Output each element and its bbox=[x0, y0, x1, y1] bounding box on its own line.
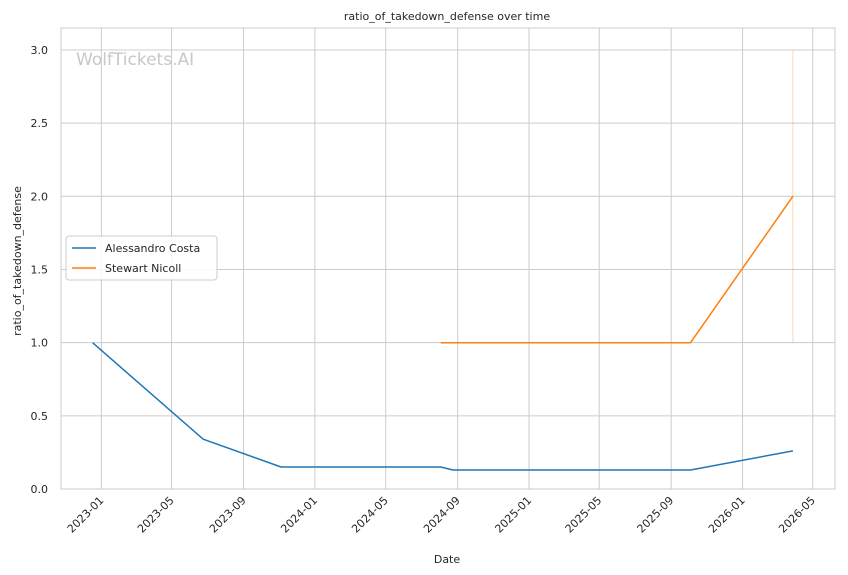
x-tick-label: 2023-01 bbox=[65, 494, 107, 536]
legend-label: Alessandro Costa bbox=[105, 242, 200, 255]
x-tick-label: 2023-09 bbox=[207, 494, 249, 536]
series-point bbox=[792, 450, 794, 452]
y-tick-labels: 0.0 0.5 1.0 1.5 2.0 2.5 3.0 bbox=[31, 44, 49, 496]
x-tick-label: 2024-09 bbox=[421, 494, 463, 536]
series-point bbox=[792, 195, 794, 197]
x-tick-label: 2023-05 bbox=[135, 494, 177, 536]
x-tick-label: 2026-05 bbox=[776, 494, 818, 536]
legend-label: Stewart Nicoll bbox=[105, 262, 181, 275]
x-tick-label: 2024-01 bbox=[278, 494, 320, 536]
series-point bbox=[452, 469, 454, 471]
y-tick-label: 2.5 bbox=[31, 117, 49, 130]
series-point bbox=[689, 469, 691, 471]
y-tick-label: 1.5 bbox=[31, 263, 49, 276]
x-tick-label: 2024-05 bbox=[349, 494, 391, 536]
series-point bbox=[92, 342, 94, 344]
y-tick-label: 3.0 bbox=[31, 44, 49, 57]
plot-area bbox=[60, 27, 836, 490]
x-tick-label: 2026-01 bbox=[706, 494, 748, 536]
series-line-2 bbox=[440, 195, 794, 344]
y-tick-label: 2.0 bbox=[31, 190, 49, 203]
series-point bbox=[689, 342, 691, 344]
y-axis-title: ratio_of_takedown_defense bbox=[11, 186, 24, 336]
legend: Alessandro Costa Stewart Nicoll bbox=[65, 235, 218, 281]
y-tick-label: 0.0 bbox=[31, 483, 49, 496]
y-tick-label: 1.0 bbox=[31, 337, 49, 350]
y-tick-label: 0.5 bbox=[31, 410, 49, 423]
legend-box bbox=[65, 235, 218, 281]
watermark: WolfTickets.AI bbox=[76, 50, 194, 70]
x-tick-label: 2025-01 bbox=[492, 494, 534, 536]
x-tick-label: 2025-05 bbox=[563, 494, 605, 536]
chart-title: ratio_of_takedown_defense over time bbox=[344, 10, 550, 23]
series-point bbox=[280, 466, 282, 468]
x-axis-title: Date bbox=[434, 553, 461, 566]
chart-marks bbox=[92, 49, 794, 471]
series-point bbox=[440, 466, 442, 468]
series-line-1 bbox=[92, 342, 794, 471]
series-point bbox=[202, 438, 204, 440]
x-tick-label: 2025-09 bbox=[635, 494, 677, 536]
x-tick-labels: 2023-01 2023-05 2023-09 2024-01 2024-05 2024-… bbox=[65, 494, 818, 536]
series-point bbox=[440, 342, 442, 344]
